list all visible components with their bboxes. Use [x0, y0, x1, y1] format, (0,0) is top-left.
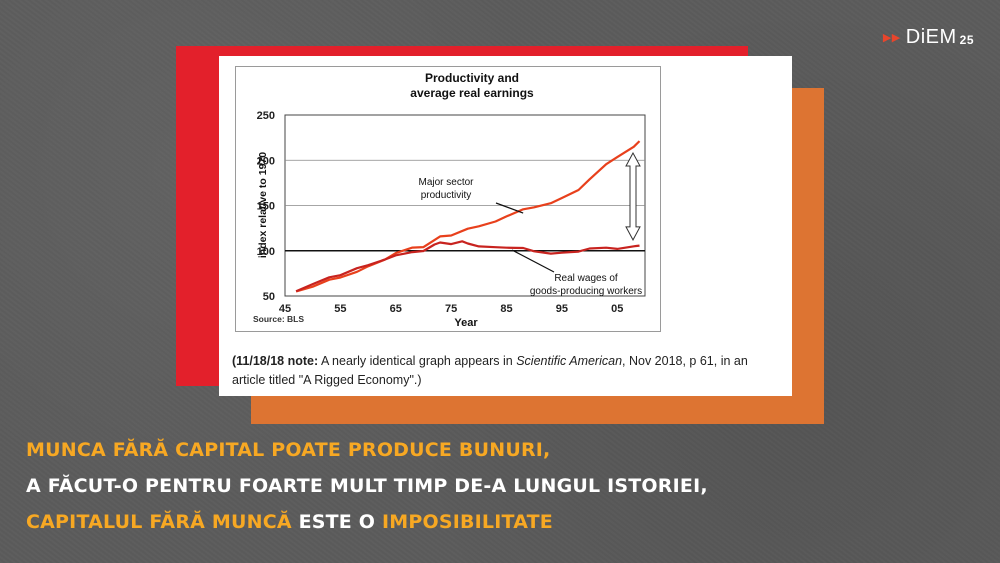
label-leader-line: [511, 249, 555, 273]
chart-frame: Productivity and average real earnings 50 1…: [235, 66, 661, 332]
series-label: Real wages of: [554, 273, 618, 284]
x-tick-label: 85: [500, 303, 512, 315]
y-tick-label: 150: [257, 201, 275, 213]
gap-double-arrow-icon: [625, 151, 641, 241]
chart-card: Productivity and average real earnings 50 1…: [219, 56, 792, 396]
series-label: goods-producing workers: [530, 286, 642, 297]
chart-note: (11/18/18 note: A nearly identical graph…: [232, 352, 782, 390]
note-text-1: A nearly identical graph appears in: [318, 354, 517, 368]
note-text-2: , Nov 2018, p 61, in an article titled "…: [232, 354, 748, 387]
headline-line-1: MUNCA FĂRĂ CAPITAL POATE PRODUCE BUNURI,: [26, 439, 551, 461]
x-tick-label: 65: [390, 303, 402, 315]
note-journal: Scientific American: [516, 354, 623, 368]
y-axis-label: index relative to 1970: [257, 152, 269, 258]
double-arrow-icon: ▶▶: [882, 32, 901, 44]
y-tick-label: 200: [257, 155, 275, 167]
y-tick-label: 50: [263, 291, 275, 303]
label-leader-line: [495, 202, 524, 214]
source-label: Source: BLS: [253, 314, 304, 324]
headline-line-3-part-3: IMPOSIBILITATE: [381, 511, 553, 533]
logo-text: DiEM: [905, 26, 957, 48]
series-label: Major sector: [418, 177, 474, 188]
note-date: (11/18/18 note:: [232, 354, 319, 368]
y-tick-label: 100: [257, 246, 275, 258]
headline-line-2: A FĂCUT-O PENTRU FOARTE MULT TIMP DE-A L…: [26, 475, 708, 497]
headline: MUNCA FĂRĂ CAPITAL POATE PRODUCE BUNURI,…: [26, 432, 708, 540]
headline-line-3-part-1: CAPITALUL FĂRĂ MUNCĂ: [26, 511, 292, 533]
x-tick-label: 45: [279, 303, 291, 315]
x-tick-label: 75: [445, 303, 457, 315]
series-label: productivity: [421, 190, 472, 201]
x-axis-label: Year: [454, 317, 478, 329]
logo-number: 25: [959, 33, 974, 47]
series-line-productivity: [295, 140, 641, 293]
x-tick-label: 55: [334, 303, 346, 315]
headline-line-3: CAPITALUL FĂRĂ MUNCĂ ESTE O IMPOSIBILITA…: [26, 504, 708, 540]
series-line-real-wages: [295, 240, 640, 293]
x-tick-label: 05: [611, 303, 623, 315]
x-tick-label: 95: [556, 303, 568, 315]
diem25-logo: ▶▶ DiEM 25: [883, 26, 974, 49]
y-tick-label: 250: [257, 110, 275, 122]
chart-title-line: Productivity and: [425, 71, 519, 85]
chart-title-line: average real earnings: [410, 86, 534, 100]
headline-line-3-part-2: ESTE O: [291, 511, 382, 533]
